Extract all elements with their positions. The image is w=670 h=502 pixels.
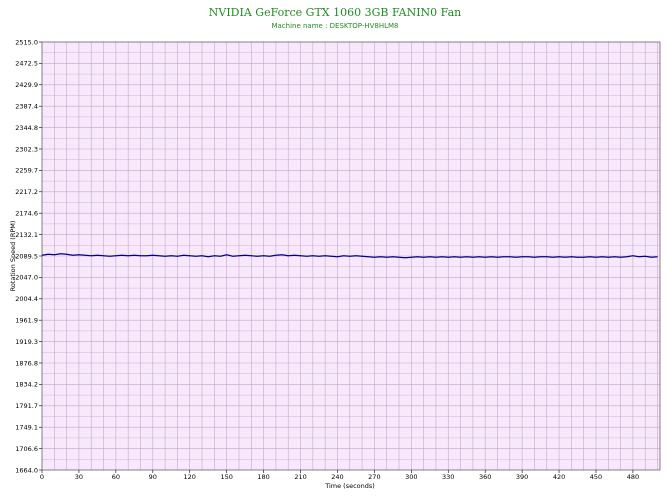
y-tick-label: 1876.8: [15, 359, 38, 367]
y-axis-ticks: 2515.0 2472.5 2429.9 2387.4 2344.8 2302.3 2259…: [15, 38, 42, 474]
x-tick-label: 210: [294, 473, 306, 481]
x-tick-label: 330: [442, 473, 454, 481]
y-tick-label: 2344.8: [15, 124, 38, 132]
x-tick-label: 270: [368, 473, 380, 481]
x-tick-label: 150: [220, 473, 232, 481]
x-axis-label: Time (seconds): [324, 482, 375, 490]
x-tick-label: 120: [184, 473, 196, 481]
x-tick-label: 360: [479, 473, 491, 481]
y-tick-label: 2089.5: [15, 252, 38, 260]
y-tick-label: 1834.2: [15, 381, 38, 389]
y-tick-label: 2387.4: [15, 102, 38, 110]
y-tick-label: 2174.6: [15, 210, 38, 218]
x-tick-label: 300: [405, 473, 417, 481]
x-tick-label: 240: [331, 473, 343, 481]
x-tick-label: 90: [149, 473, 157, 481]
y-axis-label: Rotation Speed (RPM): [9, 221, 17, 292]
x-tick-label: 0: [40, 473, 44, 481]
x-tick-label: 60: [112, 473, 120, 481]
y-tick-label: 1791.7: [15, 402, 38, 410]
y-tick-label: 2132.1: [15, 231, 38, 239]
y-tick-label: 1919.3: [15, 338, 38, 346]
y-tick-label: 1749.1: [15, 424, 38, 432]
y-tick-label: 2472.5: [15, 60, 38, 68]
y-tick-label: 1664.0: [15, 466, 38, 474]
x-tick-label: 420: [553, 473, 565, 481]
y-tick-label: 2217.2: [15, 188, 38, 196]
x-tick-label: 30: [75, 473, 83, 481]
series-line: [41, 253, 658, 259]
y-tick-label: 2302.3: [15, 145, 38, 153]
y-tick-label: 2004.4: [15, 295, 38, 303]
x-tick-label: 390: [516, 473, 528, 481]
x-tick-label: 480: [627, 473, 639, 481]
y-tick-label: 2515.0: [15, 38, 38, 46]
y-tick-label: 2259.7: [15, 167, 38, 175]
chart-subtitle: Machine name : DESKTOP-HV8HLM8: [271, 22, 398, 30]
x-tick-label: 180: [257, 473, 269, 481]
x-tick-label: 450: [590, 473, 602, 481]
x-axis-ticks: 0 30 60 90 120 150 180 210 240 270 300 330 360 390 420…: [40, 470, 639, 481]
y-tick-label: 2047.0: [15, 274, 38, 282]
y-tick-label: 2429.9: [15, 81, 38, 89]
y-tick-label: 1961.9: [15, 316, 38, 324]
y-tick-label: 1706.6: [15, 445, 38, 453]
chart-title: NVIDIA GeForce GTX 1060 3GB FANIN0 Fan: [209, 6, 461, 19]
